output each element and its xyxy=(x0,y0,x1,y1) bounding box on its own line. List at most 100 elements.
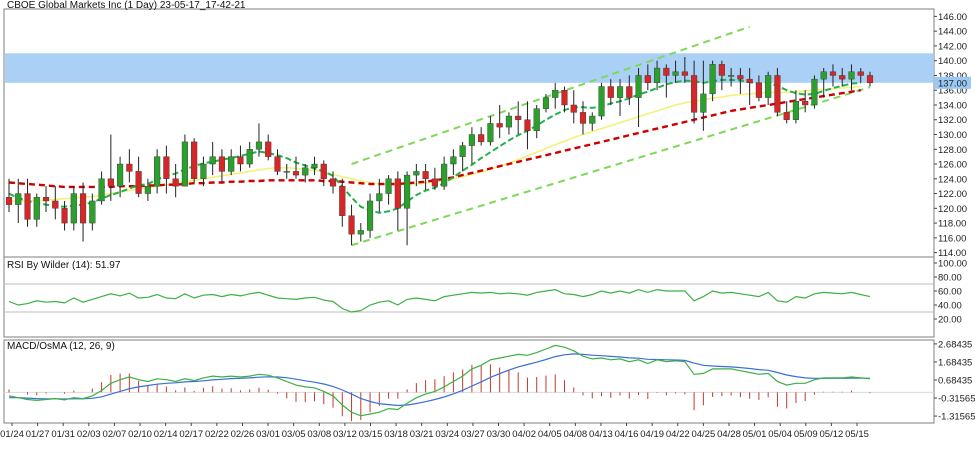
candle-body-down xyxy=(5,197,13,205)
candle xyxy=(154,149,161,194)
macd-series: 2.68435 1.68435 0.68435 -0.31565 -1.31565 xyxy=(4,339,975,423)
candle xyxy=(459,141,466,172)
candle-body-up xyxy=(765,75,772,98)
candle xyxy=(422,164,429,190)
candle xyxy=(811,75,818,109)
candle-body-down xyxy=(755,82,762,98)
date-tick-label: 04/28 xyxy=(717,429,741,440)
candle xyxy=(135,156,142,198)
date-tick-label: 05/01 xyxy=(743,429,767,440)
date-tick-label: 03/01 xyxy=(256,429,280,440)
date-tick-label: 01/24 xyxy=(0,429,24,440)
rsi-tick-label: 20.00 xyxy=(938,315,962,326)
candle xyxy=(478,127,485,146)
candle-body-down xyxy=(292,171,300,176)
date-tick-label: 05/15 xyxy=(845,429,869,440)
candle-body-up xyxy=(283,171,290,173)
candle-body-up xyxy=(728,75,735,77)
date-tick-label: 02/10 xyxy=(128,429,152,440)
candle xyxy=(181,134,188,187)
candle xyxy=(144,178,151,201)
candle xyxy=(431,167,438,190)
candle xyxy=(404,171,411,246)
candle xyxy=(311,156,318,176)
candle-body-down xyxy=(626,86,633,98)
price-tick-label: 116.00 xyxy=(938,233,966,244)
candle xyxy=(635,68,642,128)
candle xyxy=(357,223,364,242)
price-tick-label: 126.00 xyxy=(938,160,967,171)
candle-body-down xyxy=(42,197,50,202)
macd-tick-label: 2.68435 xyxy=(938,339,972,350)
candle xyxy=(653,60,661,91)
candle xyxy=(848,64,855,91)
candle xyxy=(746,68,753,105)
candle-body-up xyxy=(505,115,513,128)
candle-body-down xyxy=(829,71,837,76)
candle xyxy=(441,156,448,190)
candle xyxy=(737,68,744,94)
candle xyxy=(107,134,114,201)
candle-body-down xyxy=(644,75,651,84)
candle-body-up xyxy=(385,178,392,194)
candle xyxy=(33,193,40,227)
candle-body-down xyxy=(496,123,503,128)
rsi-tick-label: 100.00 xyxy=(938,259,967,270)
price-axis: 146.00 144.00 142.00 140.00 138.00 136.00 134.… xyxy=(934,12,971,259)
candle xyxy=(607,79,614,105)
date-tick-label: 05/09 xyxy=(794,429,818,440)
candle-body-down xyxy=(579,112,587,124)
macd-line xyxy=(8,344,871,417)
candle-body-down xyxy=(172,178,179,187)
candle-body-up xyxy=(181,141,188,187)
candle-body-down xyxy=(802,101,809,106)
date-tick-label: 03/27 xyxy=(461,429,485,440)
candle-body-up xyxy=(302,167,309,176)
candle xyxy=(320,160,327,187)
candle xyxy=(802,90,809,113)
rsi-tick-label: 80.00 xyxy=(938,273,962,284)
candle-body-down xyxy=(746,78,753,84)
candle xyxy=(755,75,762,102)
candle-body-up xyxy=(653,67,661,84)
candle-body-down xyxy=(681,71,688,76)
candle-body-up xyxy=(144,185,151,194)
candle xyxy=(52,186,59,220)
candle-body-down xyxy=(265,141,272,157)
date-tick-label: 04/02 xyxy=(512,429,536,440)
price-tick-label: 114.00 xyxy=(938,248,966,259)
candle-body-down xyxy=(61,208,68,224)
price-tick-label: 136.00 xyxy=(938,86,967,97)
candle xyxy=(663,64,670,98)
candle-body-up xyxy=(552,90,559,98)
candle xyxy=(820,68,827,98)
candle xyxy=(774,68,781,117)
candle-body-up xyxy=(700,93,707,113)
candle xyxy=(98,171,105,205)
candle xyxy=(246,141,253,168)
date-tick-label: 02/14 xyxy=(154,429,178,440)
date-tick-label: 04/05 xyxy=(538,429,562,440)
candle xyxy=(783,101,790,124)
candle-body-up xyxy=(487,123,494,143)
candle-body-down xyxy=(339,185,346,216)
candle-body-down xyxy=(718,64,725,76)
candle-body-down xyxy=(107,178,114,187)
candle-body-up xyxy=(404,174,411,209)
candle xyxy=(450,149,457,176)
candle-body-down xyxy=(163,156,170,179)
date-tick-label: 04/08 xyxy=(563,429,587,440)
candle-body-down xyxy=(329,178,337,187)
trend-channel xyxy=(351,25,871,247)
price-tick-label: 140.00 xyxy=(938,56,967,67)
candle-body-up xyxy=(209,156,216,165)
candle xyxy=(255,123,263,157)
candle-body-down xyxy=(135,171,142,194)
candle xyxy=(626,75,633,105)
channel-upper-line xyxy=(351,25,750,165)
candle-body-up xyxy=(848,71,855,80)
candle xyxy=(589,112,596,131)
price-tick-label: 146.00 xyxy=(938,12,967,23)
candle-body-up xyxy=(154,156,161,187)
